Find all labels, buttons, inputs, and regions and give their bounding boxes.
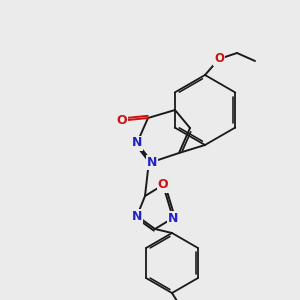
- Text: N: N: [168, 212, 178, 224]
- Text: O: O: [117, 113, 127, 127]
- Text: N: N: [132, 209, 142, 223]
- Text: O: O: [214, 52, 224, 65]
- Text: N: N: [147, 155, 157, 169]
- Text: N: N: [132, 136, 142, 149]
- Text: O: O: [158, 178, 168, 191]
